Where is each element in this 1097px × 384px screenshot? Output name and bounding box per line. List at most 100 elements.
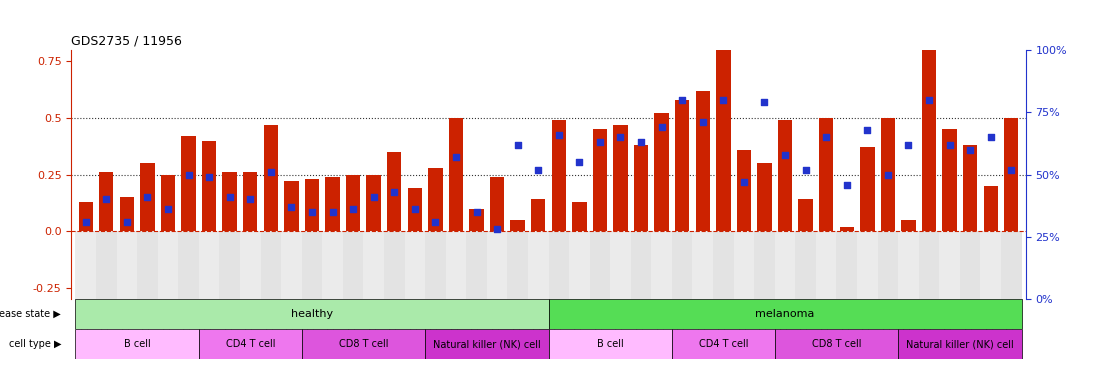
Point xyxy=(365,194,383,200)
Bar xyxy=(408,188,422,231)
Bar xyxy=(244,172,258,231)
Bar xyxy=(631,231,652,299)
Point xyxy=(262,169,280,175)
Bar xyxy=(878,231,898,299)
Bar xyxy=(921,16,936,231)
Bar xyxy=(552,120,566,231)
Text: melanoma: melanoma xyxy=(756,309,815,319)
Bar xyxy=(79,202,93,231)
Bar xyxy=(137,231,158,299)
Bar xyxy=(366,175,381,231)
Point xyxy=(756,99,773,105)
Bar xyxy=(178,231,199,299)
Point xyxy=(77,219,94,225)
Bar xyxy=(569,231,590,299)
Bar xyxy=(99,172,113,231)
Point xyxy=(201,174,218,180)
Bar xyxy=(984,186,998,231)
Point xyxy=(612,134,630,140)
Point xyxy=(961,147,979,153)
Point xyxy=(1003,167,1020,173)
Bar xyxy=(510,220,524,231)
Bar xyxy=(548,231,569,299)
Bar xyxy=(634,145,648,231)
Bar xyxy=(737,150,751,231)
Point xyxy=(385,189,403,195)
Bar xyxy=(799,200,813,231)
Point xyxy=(448,154,465,160)
Text: CD8 T cell: CD8 T cell xyxy=(812,339,861,349)
Bar xyxy=(610,231,631,299)
Bar xyxy=(919,231,939,299)
Bar xyxy=(76,231,97,299)
Bar xyxy=(202,141,216,231)
Bar xyxy=(671,231,692,299)
Bar xyxy=(426,231,445,299)
Text: Natural killer (NK) cell: Natural killer (NK) cell xyxy=(433,339,541,349)
Bar xyxy=(573,202,587,231)
Bar xyxy=(305,179,319,231)
Text: CD4 T cell: CD4 T cell xyxy=(699,339,748,349)
Bar xyxy=(774,329,898,359)
Point xyxy=(570,159,588,165)
Point xyxy=(796,167,814,173)
Point xyxy=(900,142,917,148)
Bar xyxy=(860,147,874,231)
Point xyxy=(859,127,877,133)
Point xyxy=(530,167,547,173)
Bar xyxy=(839,227,853,231)
Text: B cell: B cell xyxy=(597,339,623,349)
Bar xyxy=(507,231,528,299)
Bar xyxy=(487,231,508,299)
Bar xyxy=(261,231,281,299)
Bar xyxy=(819,118,834,231)
Bar xyxy=(140,163,155,231)
Bar xyxy=(1004,118,1018,231)
Point xyxy=(241,197,259,203)
Point xyxy=(879,172,896,178)
Point xyxy=(982,134,999,140)
Point xyxy=(283,204,301,210)
Bar xyxy=(902,220,916,231)
Point xyxy=(694,119,712,125)
Bar xyxy=(490,177,505,231)
Point xyxy=(941,142,959,148)
Bar xyxy=(76,329,199,359)
Bar xyxy=(795,231,816,299)
Text: B cell: B cell xyxy=(124,339,150,349)
Point xyxy=(303,209,320,215)
Bar xyxy=(281,231,302,299)
Point xyxy=(467,209,485,215)
Bar xyxy=(405,231,426,299)
Bar xyxy=(963,145,977,231)
Bar xyxy=(161,175,176,231)
Bar xyxy=(342,231,363,299)
Bar xyxy=(778,120,792,231)
Bar xyxy=(652,231,671,299)
Point xyxy=(777,152,794,158)
Bar xyxy=(528,231,548,299)
Point xyxy=(138,194,156,200)
Bar xyxy=(655,113,669,231)
Bar xyxy=(263,125,278,231)
Point xyxy=(159,206,177,212)
Bar xyxy=(387,152,402,231)
Bar xyxy=(548,329,671,359)
Bar xyxy=(671,329,774,359)
Bar xyxy=(346,175,360,231)
Bar xyxy=(774,231,795,299)
Point xyxy=(591,139,609,145)
Bar xyxy=(323,231,342,299)
Point xyxy=(735,179,753,185)
Bar xyxy=(857,231,878,299)
Bar xyxy=(223,172,237,231)
Text: cell type ▶: cell type ▶ xyxy=(9,339,61,349)
Bar xyxy=(734,231,755,299)
Bar xyxy=(757,163,771,231)
Bar xyxy=(120,197,134,231)
Bar xyxy=(981,231,1000,299)
Bar xyxy=(116,231,137,299)
Text: GDS2735 / 11956: GDS2735 / 11956 xyxy=(71,34,182,47)
Point xyxy=(674,97,691,103)
Bar xyxy=(302,329,426,359)
